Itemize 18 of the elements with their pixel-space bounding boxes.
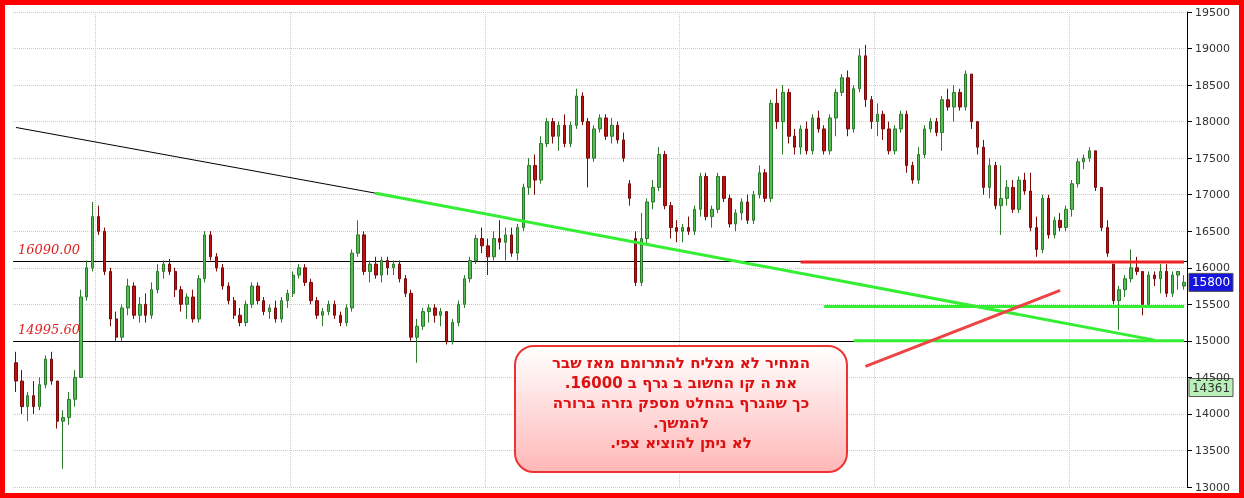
y-tick-label: 16500 bbox=[1195, 224, 1230, 238]
y-tick-label: 15000 bbox=[1195, 334, 1230, 348]
y-tick-label: 17500 bbox=[1195, 151, 1230, 165]
y-tick-label: 18000 bbox=[1195, 115, 1230, 129]
y-tick-label: 19500 bbox=[1195, 5, 1230, 19]
annotation: המחיר לא מצליח להתרומם מאז שבר את ה קו החשוב ב גרף ב 16000. כך שהגרף בהחלט מספק גזרה ברורה להמשך. לא ניתן להוציא צפי. bbox=[551, 353, 811, 453]
y-tick-label: 13500 bbox=[1195, 443, 1230, 457]
ref-line-label: 14995.60 bbox=[18, 322, 81, 338]
annotation: 15800 bbox=[1191, 275, 1231, 290]
ref-line-label: 16090.00 bbox=[18, 242, 81, 258]
y-tick-label: 19000 bbox=[1195, 42, 1230, 56]
annotation: 14361 bbox=[1191, 380, 1231, 395]
y-tick-label: 16000 bbox=[1195, 261, 1230, 275]
y-tick-label: 14000 bbox=[1195, 407, 1230, 421]
y-tick-label: 18500 bbox=[1195, 78, 1230, 92]
y-tick-label: 17000 bbox=[1195, 188, 1230, 202]
y-tick-label: 15500 bbox=[1195, 297, 1230, 311]
y-tick-label: 13000 bbox=[1195, 480, 1230, 494]
